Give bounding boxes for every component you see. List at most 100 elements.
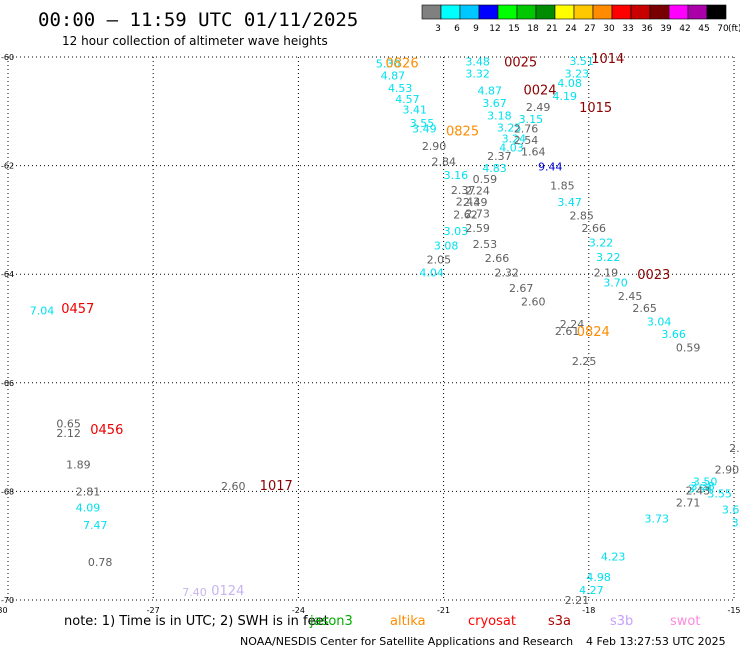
legend-tick-label: 24 [565,24,577,34]
wave-height-label: 2.60 [521,295,546,308]
footer-note: note: 1) Time is in UTC; 2) SWH is in fe… [64,614,329,629]
legend-swatch [630,4,651,20]
legend-tick-label: 3 [435,24,441,34]
wave-height-label: 3.69 [722,503,740,516]
satellite-legend-item: swot [670,614,700,629]
wave-height-label: 2.25 [572,355,597,368]
legend-swatch [706,4,727,20]
wave-height-label: 4.08 [557,77,582,90]
wave-height-label: 2.84 [432,155,457,168]
wave-height-label: 7.04 [30,305,54,318]
wave-height-label: 4.27 [579,584,604,597]
wave-height-label: 3.51 [569,55,594,68]
wave-height-label: 2.45 [618,290,643,303]
pass-time-labels: 0826 0825 0025 0024 1014 1015 0023 0824 0457 0456… [61,52,670,599]
wave-height-label: 3.66 [661,328,686,341]
wave-height-label: 3.47 [557,196,582,209]
legend-swatch [573,4,594,20]
wave-height-label: 3.24 [502,132,527,145]
wave-height-label: 3.41 [402,104,427,117]
wave-height-label: 0.59 [473,173,498,186]
wave-height-label: 2.73 [465,207,490,220]
wave-height-label: 2.59 [465,222,490,235]
legend-swatch [421,4,442,20]
wave-height-label: 2.65 [632,302,657,315]
legend-swatch [592,4,613,20]
wave-height-label: 2.21 [565,594,590,607]
legend-tick-label: 15 [508,24,519,34]
wave-height-label: 4.57 [395,93,420,106]
satellite-legend-item: s3b [610,614,633,629]
satellite-legend-item: jason3 [309,614,353,629]
legend-tick-label: 70 [717,24,729,34]
wave-height-points: 5.304.874.534.573.413.553.492.902.843.16… [30,55,740,607]
wave-height-label: 3.22 [589,237,614,250]
pass-time-label: 1017 [260,479,293,494]
chart-subtitle: 12 hour collection of altimeter wave hei… [62,34,328,48]
chart-title: 00:00 – 11:59 UTC 01/11/2025 [38,9,358,31]
legend-tick-label: 27 [584,24,595,34]
legend-tick-label: 30 [603,24,615,34]
wave-height-label: 3.7 [732,516,740,529]
wave-height-label: 7.40 [182,586,207,599]
pass-time-label: 1015 [579,101,612,116]
y-tick-label: -62 [1,162,14,171]
pass-time-label: 0025 [504,55,537,70]
wave-height-label: 2.66 [582,222,607,235]
wave-height-label: 2.49 [463,196,488,209]
wave-height-label: 4.87 [381,69,406,82]
wave-height-label: 3.54 [688,483,713,496]
x-tick-label: -27 [147,606,160,615]
wave-height-label: 2.49 [526,101,551,114]
pass-time-label: 0457 [61,302,94,317]
wave-height-label: 3.03 [444,225,469,238]
lat-lon-grid [7,56,735,601]
wave-height-label: 4.09 [76,502,101,515]
pass-time-label: 0826 [386,56,419,71]
wave-height-label: 2.24 [465,185,490,198]
wave-height-label: 3.04 [647,315,672,328]
x-tick-label: -30 [0,606,8,615]
wave-height-label: 0.78 [88,556,113,569]
legend-tick-label: 33 [622,24,633,34]
axis-tick-labels: -60 -62 -64 -66 -68 -70-30 -27 -24 -21 -18 -15 [0,53,740,615]
wave-height-label: 3.22 [596,251,621,264]
wave-height-label: 1.89 [66,458,91,471]
wave-height-label: 3.55 [707,488,732,501]
wave-height-label: 4.04 [419,267,444,280]
wave-height-label: 2.12 [56,427,81,440]
legend-tick-label: 36 [641,24,653,34]
wave-height-label: 7.47 [83,519,108,532]
wave-height-label: 3.73 [644,513,669,526]
wave-height-label: 3.38 [690,480,715,493]
wave-height-label: 2.37 [487,150,512,163]
y-tick-label: -66 [1,379,14,388]
y-tick-label: -64 [1,270,14,279]
wave-height-label: 2.05 [427,254,452,267]
wave-height-label: 4.03 [499,142,524,155]
wave-height-label: 2.7 [729,442,740,455]
wave-height-label: 0.59 [676,342,701,355]
legend-swatch [497,4,518,20]
wave-height-label: 2.85 [569,210,594,223]
wave-height-label: 5.30 [376,58,401,71]
x-tick-label: -21 [437,606,450,615]
wave-height-label: 3.48 [465,55,490,68]
wave-height-label: 3.67 [482,97,507,110]
legend-swatch [440,4,461,20]
y-tick-label: -60 [1,53,14,62]
wave-height-label: 3.15 [519,113,544,126]
wave-height-label: 3.08 [434,239,459,252]
wave-height-label: 2.32 [494,267,519,280]
wave-height-label: 2.43 [456,195,481,208]
legend-swatch [687,4,708,20]
wave-height-label: 2.90 [422,140,447,153]
wave-height-label: 4.98 [586,571,611,584]
legend-swatch [611,4,632,20]
wave-height-label: 1.64 [521,145,546,158]
legend-unit-label: (ft) [728,24,740,34]
satellite-legend-item: s3a [548,614,571,629]
wave-height-label: 4.87 [477,85,502,98]
wave-height-label: 2.24 [560,318,585,331]
wave-height-label: 2.61 [555,325,580,338]
